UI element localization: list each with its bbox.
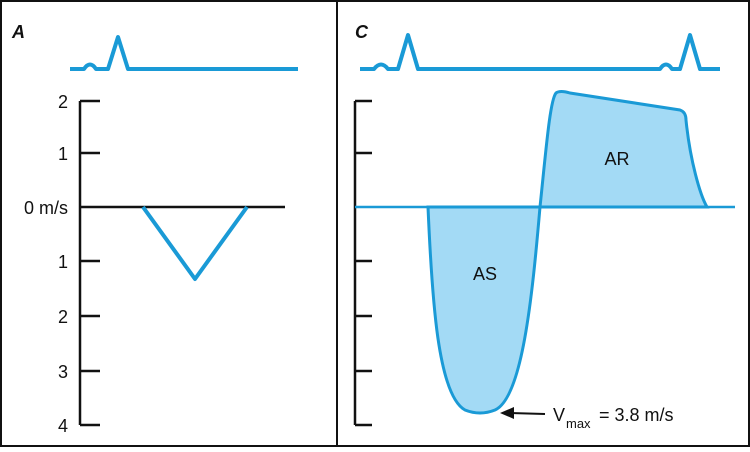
ar-region: [538, 90, 710, 209]
axis-label: 1: [58, 252, 68, 272]
arrow-head: [500, 407, 514, 419]
ecg-trace: [70, 35, 298, 71]
axis-labels: 2 1 0 m/s 1 2 3 4: [24, 92, 68, 436]
region-label: AS: [473, 264, 497, 284]
panel-label: A: [11, 22, 25, 42]
doppler-trace: [141, 205, 249, 281]
ecg-trace: [360, 33, 720, 71]
annotation-subscript: max: [566, 416, 591, 431]
arrow-shaft: [509, 412, 546, 415]
region-label: AR: [604, 149, 629, 169]
velocity-axis: [353, 99, 372, 427]
axis-label: 4: [58, 416, 68, 436]
annotation-symbol: V: [553, 405, 565, 425]
axis-label: 3: [58, 362, 68, 382]
as-region: [426, 205, 542, 415]
velocity-axis: [78, 99, 100, 427]
axis-label: 0 m/s: [24, 198, 68, 218]
axis-label: 2: [58, 92, 68, 112]
axis-label: 1: [58, 144, 68, 164]
annotation-text: = 3.8 m/s: [599, 405, 674, 425]
panel-label: C: [355, 22, 369, 42]
axis-label: 2: [58, 307, 68, 327]
